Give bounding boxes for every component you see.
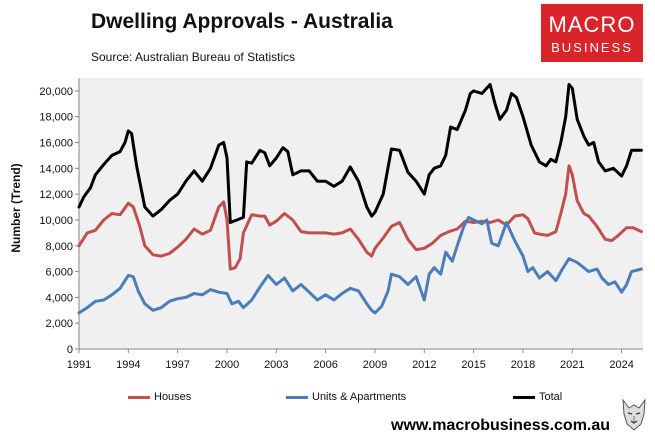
x-axis: 1991 1994 1997 2000 2003 2006 2009 2012 2015 2018… (67, 348, 643, 371)
x-tick-label: 2006 (313, 359, 337, 371)
y-tick-label: 10,000 (39, 215, 73, 227)
legend-houses: Houses (128, 391, 191, 403)
y-tick-label: 16,000 (39, 138, 73, 150)
plot-area (79, 78, 643, 349)
logo-line-1: MACRO (548, 12, 636, 37)
x-tick-label: 2009 (363, 359, 387, 371)
x-tick-label: 2018 (511, 359, 535, 371)
y-axis: 0 2,000 4,000 6,000 8,000 10,000 12,000 14,000 1… (39, 78, 80, 356)
x-tick-label: 2015 (461, 359, 485, 371)
legend-units: Units & Apartments (286, 391, 406, 403)
macrobusiness-logo: MACRO BUSINESS (541, 4, 643, 62)
y-tick-label: 0 (67, 344, 73, 356)
y-tick-label: 18,000 (39, 112, 73, 124)
y-tick-label: 2,000 (45, 318, 73, 330)
x-tick-label: 2024 (609, 359, 633, 371)
legend-swatch-houses (128, 395, 150, 399)
series-line-houses (77, 164, 643, 271)
legend-total: Total (513, 391, 562, 403)
x-tick-label: 1997 (165, 359, 189, 371)
x-tick-label: 2003 (264, 359, 288, 371)
legend-label-units: Units & Apartments (312, 391, 407, 403)
legend-label-total: Total (539, 391, 563, 403)
x-tick-label: 1994 (116, 359, 140, 371)
y-tick-label: 20,000 (39, 86, 73, 98)
legend-swatch-units (286, 395, 308, 399)
x-tick-label: 2012 (412, 359, 436, 371)
legend-label-houses: Houses (154, 391, 192, 403)
wolf-mascot-icon (622, 398, 646, 431)
y-tick-label: 14,000 (39, 163, 73, 175)
series-layer (77, 83, 643, 315)
y-axis-label: Number (Trend) (9, 163, 23, 252)
series-line-units-apartments (77, 215, 643, 315)
logo-line-2: BUSINESS (551, 40, 633, 55)
legend-swatch-total (513, 395, 535, 399)
y-tick-label: 12,000 (39, 189, 73, 201)
y-tick-label: 4,000 (45, 292, 73, 304)
x-tick-label: 2000 (215, 359, 239, 371)
series-line-total (77, 83, 643, 224)
x-tick-label: 1991 (67, 359, 91, 371)
y-tick-label: 6,000 (45, 267, 73, 279)
chart-title: Dwelling Approvals - Australia (91, 10, 393, 33)
chart-source: Source: Australian Bureau of Statistics (91, 50, 296, 64)
footer-url: www.macrobusiness.com.au (391, 417, 611, 434)
x-tick-label: 2021 (560, 359, 584, 371)
y-tick-label: 8,000 (45, 241, 73, 253)
